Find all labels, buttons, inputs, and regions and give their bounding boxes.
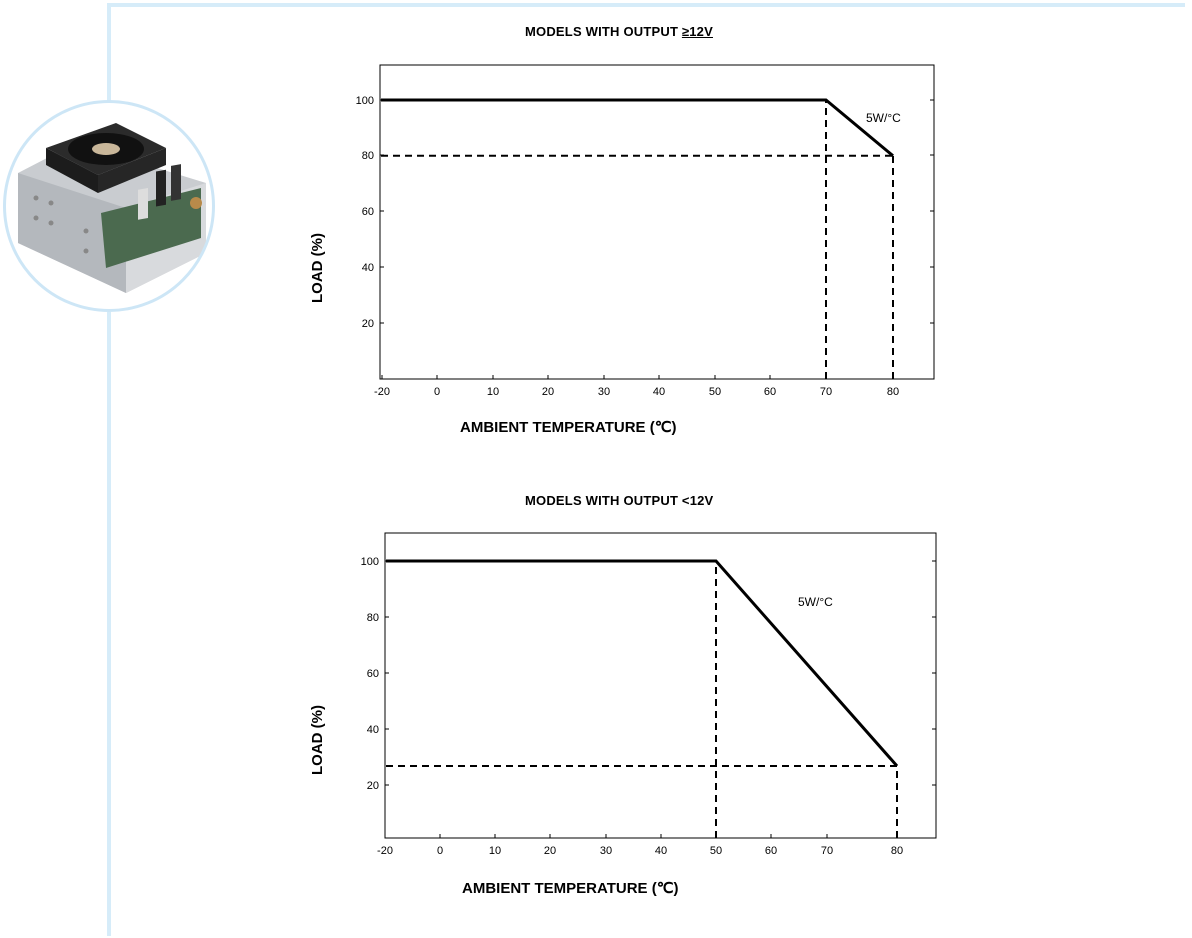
chart-1-x-tick-label: 20	[542, 386, 554, 398]
chart-2-derating-curve	[386, 559, 899, 767]
chart-2-title-prefix: MODELS WITH OUTPUT <12V	[525, 493, 714, 508]
chart-1-y-tick-label: 40	[362, 262, 374, 274]
chart-1-derating-curve	[381, 98, 894, 157]
chart-1-x-tick-label: 0	[434, 386, 440, 398]
chart-2-y-tick-label: 100	[361, 556, 379, 568]
chart-2-x-tick-label: -20	[377, 845, 393, 857]
chart-2-y-tick-label: 20	[367, 780, 379, 792]
product-photo	[3, 100, 215, 312]
frame-top-border	[107, 3, 1185, 7]
chart-1-x-tick-label: 40	[653, 386, 665, 398]
chart-2-x-tick-label: 30	[600, 845, 612, 857]
chart-1-xlabel: AMBIENT TEMPERATURE (℃)	[460, 419, 677, 436]
chart-2-annotation: 5W/°C	[798, 595, 833, 609]
chart-1-title: MODELS WITH OUTPUT ≥12V	[525, 24, 713, 39]
chart-1-ylabel: LOAD (%)	[309, 233, 326, 303]
power-supply-illustration	[18, 123, 206, 293]
chart-1: LOAD (%) AMBIENT TEMPERATURE (℃) 5W/°C -…	[309, 64, 935, 436]
chart-2-x-tick-label: 40	[655, 845, 667, 857]
chart-2-plot-area	[384, 532, 937, 839]
chart-2-x-tick-label: 80	[891, 845, 903, 857]
frame-left-border-lower	[107, 312, 111, 936]
chart-2-x-tick-label: 0	[437, 845, 443, 857]
chart-1-x-tick-label: 70	[820, 386, 832, 398]
chart-2-y-tick-label: 60	[367, 668, 379, 680]
chart-1-y-tick-label: 80	[362, 150, 374, 162]
chart-1-plot-area	[379, 64, 935, 380]
chart-1-x-tick-label: 30	[598, 386, 610, 398]
chart-2-x-tick-label: 10	[489, 845, 501, 857]
frame-left-border-upper	[107, 3, 111, 103]
chart-1-title-symbol: ≥12V	[681, 24, 713, 39]
chart-1-x-tick-label: 10	[487, 386, 499, 398]
chart-2: LOAD (%) AMBIENT TEMPERATURE (℃) 5W/°C -…	[309, 532, 937, 897]
chart-1-y-tick-label: 60	[362, 206, 374, 218]
chart-2-y-tick-label: 80	[367, 612, 379, 624]
chart-2-y-tick-label: 40	[367, 724, 379, 736]
chart-2-x-tick-label: 60	[765, 845, 777, 857]
chart-1-x-tick-label: -20	[374, 386, 390, 398]
chart-1-x-tick-label: 60	[764, 386, 776, 398]
chart-1-x-tick-label: 50	[709, 386, 721, 398]
chart-2-x-tick-label: 50	[710, 845, 722, 857]
chart-1-title-prefix: MODELS WITH OUTPUT	[525, 24, 682, 39]
chart-2-x-tick-label: 20	[544, 845, 556, 857]
chart-1-x-tick-label: 80	[887, 386, 899, 398]
chart-2-title: MODELS WITH OUTPUT <12V	[525, 493, 713, 508]
chart-2-xlabel: AMBIENT TEMPERATURE (℃)	[462, 880, 679, 897]
chart-2-ylabel: LOAD (%)	[309, 705, 326, 775]
chart-1-y-tick-label: 20	[362, 318, 374, 330]
chart-1-annotation: 5W/°C	[866, 111, 901, 125]
chart-2-x-tick-label: 70	[821, 845, 833, 857]
chart-1-y-tick-label: 100	[356, 95, 374, 107]
